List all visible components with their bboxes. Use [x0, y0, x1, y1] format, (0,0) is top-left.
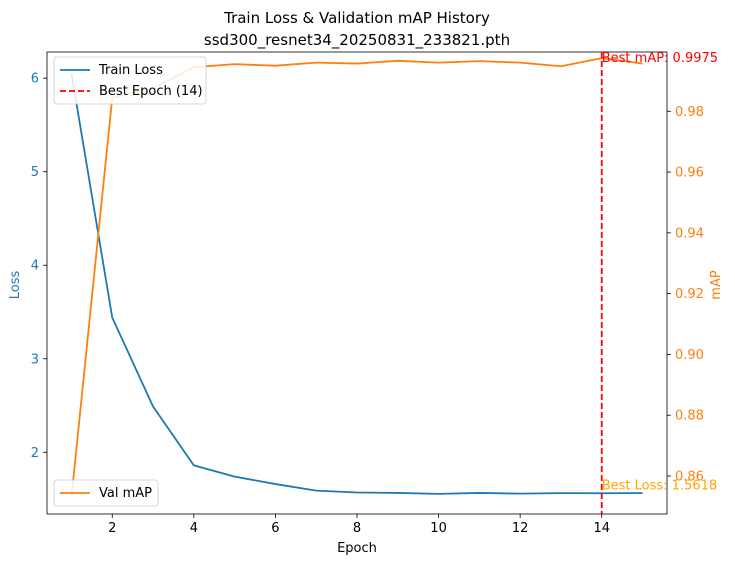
right-y-axis: 0.86 0.88 0.90 0.92 0.94 0.96 0.98: [667, 105, 704, 485]
x-tick-label-4: 4: [190, 521, 198, 536]
legend-lower-frame: [53, 479, 159, 507]
series-point-val-map-8: [356, 62, 358, 64]
x-tick-label-10: 10: [430, 521, 447, 536]
right-y-tick-label-0: 0.86: [675, 470, 704, 485]
left-y-tick-label-2: 2: [31, 446, 39, 461]
series-point-val-map-6: [274, 64, 276, 66]
series-point-val-map-5: [233, 63, 235, 65]
left-y-axis-label: Loss: [8, 271, 23, 300]
series-point-train-loss-3: [152, 405, 154, 407]
left-y-tick-label-6: 6: [31, 72, 39, 87]
series-point-train-loss-12: [519, 492, 521, 494]
series-point-train-loss-10: [437, 493, 439, 495]
right-y-tick-label-3: 0.92: [675, 287, 704, 302]
series-point-val-map-7: [315, 61, 317, 63]
series-point-val-map-9: [397, 60, 399, 62]
x-axis-label: Epoch: [337, 541, 377, 556]
chart-title: Train Loss & Validation mAP History: [223, 9, 490, 27]
x-tick-label-14: 14: [593, 521, 610, 536]
x-axis: 2 4 6 8 10 12 14: [108, 514, 610, 536]
right-y-tick-label-5: 0.96: [675, 166, 704, 181]
left-y-tick-label-3: 3: [31, 352, 39, 367]
plot-area: [46, 51, 668, 515]
series-point-train-loss-8: [356, 491, 358, 493]
x-tick-label-6: 6: [271, 521, 279, 536]
right-y-tick-label-1: 0.88: [675, 409, 704, 424]
series-layer: [70, 57, 643, 498]
series-point-train-loss-4: [193, 464, 195, 466]
series-point-train-loss-2: [111, 316, 113, 318]
legend-val-map-label: Val mAP: [99, 486, 152, 501]
series-point-train-loss-6: [274, 483, 276, 485]
annotation-layer: Best mAP: 0.9975 Best Loss: 1.5618: [600, 51, 718, 514]
series-point-val-map-12: [519, 61, 521, 63]
right-y-axis-label: mAP: [709, 270, 724, 300]
x-tick-label-8: 8: [353, 521, 361, 536]
plot-frame: [46, 51, 668, 515]
left-y-tick-label-4: 4: [31, 259, 39, 274]
right-y-tick-label-4: 0.94: [675, 226, 704, 241]
series-point-train-loss-13: [560, 492, 562, 494]
series-point-val-map-11: [478, 60, 480, 62]
left-y-axis: 2 3 4 5 6: [31, 72, 47, 461]
legend-upper-frame: [53, 56, 207, 105]
series-line-train-loss: [70, 73, 643, 495]
legend-best-epoch-label: Best Epoch (14): [99, 84, 203, 99]
right-y-tick-label-6: 0.98: [675, 105, 704, 120]
best-loss-label: Best Loss: 1.5618: [602, 478, 717, 493]
legend-upper-left: Train Loss Best Epoch (14): [53, 56, 207, 105]
left-y-tick-label-5: 5: [31, 165, 39, 180]
right-y-tick-label-2: 0.90: [675, 348, 704, 363]
legend-lower-left: Val mAP: [53, 479, 159, 507]
series-point-train-loss-5: [233, 475, 235, 477]
legend-train-loss-label: Train Loss: [98, 63, 163, 78]
chart-subtitle: ssd300_resnet34_20250831_233821.pth: [204, 31, 510, 50]
series-point-val-map-10: [437, 61, 439, 63]
series-point-val-map-13: [560, 65, 562, 67]
x-tick-label-12: 12: [512, 521, 529, 536]
series-point-train-loss-9: [397, 492, 399, 494]
series-point-train-loss-7: [315, 489, 317, 491]
x-tick-label-2: 2: [108, 521, 116, 536]
series-line-val-map: [70, 57, 643, 498]
series-point-train-loss-11: [478, 492, 480, 494]
best-map-label: Best mAP: 0.9975: [602, 51, 718, 66]
